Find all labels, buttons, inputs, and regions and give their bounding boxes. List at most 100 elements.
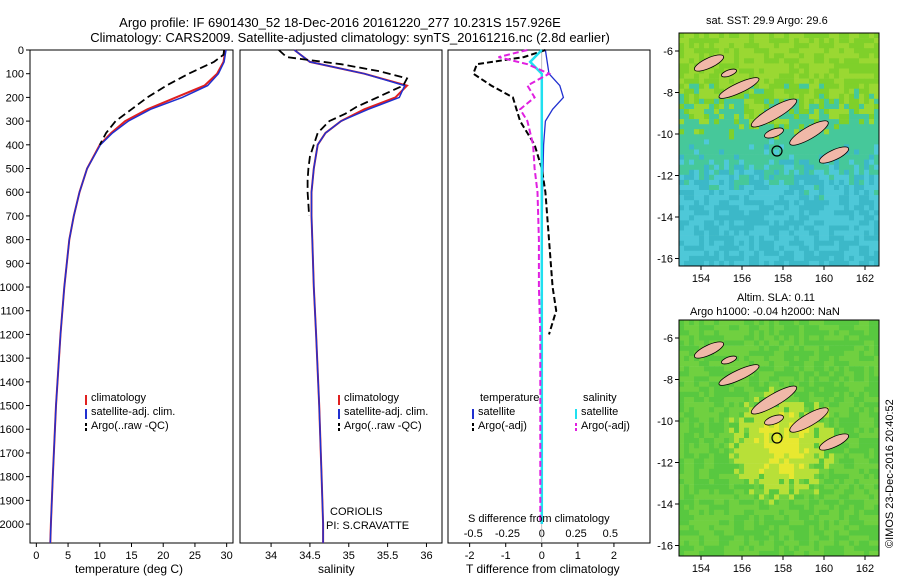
map-cell	[784, 530, 790, 536]
map-cell	[839, 190, 845, 196]
map-cell	[789, 335, 795, 341]
map-cell	[769, 540, 775, 546]
map-cell	[684, 205, 690, 211]
map-cell	[704, 225, 710, 231]
map-cell	[679, 68, 685, 74]
map-cell	[804, 479, 810, 485]
map-cell	[689, 417, 695, 423]
map-cell	[849, 93, 855, 100]
map-cell	[794, 530, 800, 536]
map-cell	[724, 489, 730, 495]
map-cell	[724, 154, 730, 160]
map-y-tick-label: -12	[657, 458, 673, 470]
map-cell	[734, 200, 740, 206]
map-cell	[824, 225, 830, 231]
map-cell	[764, 494, 770, 500]
map-cell	[759, 48, 765, 54]
map-cell	[854, 489, 860, 495]
map-cell	[869, 417, 875, 423]
map-cell	[779, 371, 785, 377]
map-cell	[769, 335, 775, 341]
map-cell	[834, 169, 840, 176]
map-cell	[704, 515, 710, 521]
map-cell	[764, 83, 770, 90]
map-cell	[874, 479, 880, 485]
map-cell	[694, 504, 700, 511]
map-cell	[864, 260, 870, 267]
map-cell	[799, 38, 805, 44]
map-cell	[699, 448, 705, 454]
map-cell	[769, 520, 775, 526]
map-cell	[739, 159, 745, 165]
map-cell	[834, 535, 840, 541]
map-cell	[844, 535, 850, 541]
map-cell	[774, 371, 780, 377]
map-cell	[689, 78, 695, 84]
map-cell	[774, 33, 780, 39]
map-cell	[709, 88, 715, 95]
map-cell	[794, 443, 800, 449]
map-cell	[854, 468, 860, 475]
map-cell	[839, 402, 845, 408]
map-cell	[784, 124, 790, 130]
map-cell	[824, 164, 830, 171]
map-cell	[854, 438, 860, 444]
map-cell	[774, 504, 780, 511]
map-cell	[704, 340, 710, 346]
map-cell	[844, 391, 850, 398]
map-cell	[784, 330, 790, 336]
diff-top-tick-label: 0.5	[603, 528, 618, 540]
map-cell	[824, 350, 830, 357]
map-cell	[724, 443, 730, 449]
map-cell	[754, 33, 760, 39]
map-cell	[729, 103, 735, 110]
map-cell	[834, 453, 840, 459]
map-cell	[779, 195, 785, 201]
map-cell	[754, 179, 760, 186]
map-cell	[849, 412, 855, 418]
map-cell	[854, 144, 860, 150]
map-cell	[784, 250, 790, 257]
map-cell	[849, 245, 855, 252]
map-cell	[744, 195, 750, 201]
map-cell	[874, 53, 880, 59]
map-cell	[769, 530, 775, 536]
map-cell	[819, 494, 825, 500]
map-cell	[779, 235, 785, 241]
map-cell	[779, 520, 785, 526]
map-cell	[789, 93, 795, 100]
map-cell	[864, 48, 870, 54]
map-cell	[729, 458, 735, 464]
map-cell	[734, 245, 740, 252]
map-cell	[849, 63, 855, 69]
map-cell	[774, 479, 780, 485]
map-cell	[874, 448, 880, 454]
map-cell	[814, 550, 820, 557]
map-cell	[784, 407, 790, 413]
map-cell	[749, 453, 755, 459]
map-cell	[699, 371, 705, 377]
map-cell	[814, 355, 820, 362]
map-cell	[804, 468, 810, 475]
map-cell	[834, 530, 840, 536]
map-cell	[739, 504, 745, 511]
map-cell	[749, 190, 755, 196]
map-cell	[679, 417, 685, 423]
map-cell	[694, 134, 700, 140]
map-cell	[744, 345, 750, 352]
map-cell	[714, 540, 720, 546]
map-cell	[689, 530, 695, 536]
map-cell	[709, 245, 715, 252]
map-cell	[869, 391, 875, 398]
map-cell	[829, 335, 835, 341]
map-cell	[859, 366, 865, 372]
map-cell	[859, 169, 865, 176]
map-cell	[724, 550, 730, 557]
map-cell	[739, 391, 745, 398]
map-cell	[709, 463, 715, 470]
depth-tick-label: 600	[6, 187, 24, 199]
map-cell	[694, 376, 700, 382]
map-cell	[839, 412, 845, 418]
map-cell	[724, 139, 730, 145]
map-cell	[784, 340, 790, 346]
